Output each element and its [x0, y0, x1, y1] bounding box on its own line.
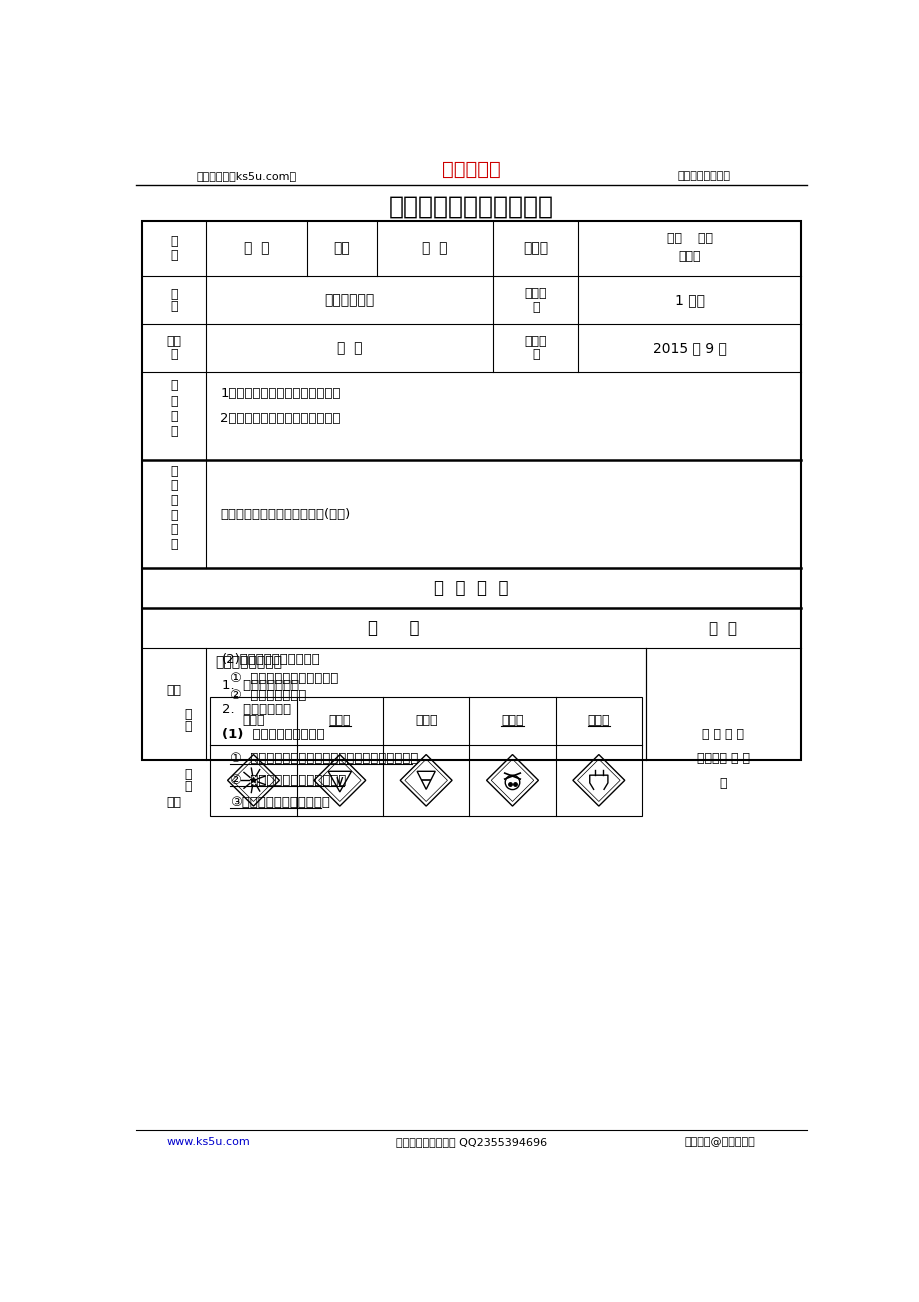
Text: 自主: 自主: [166, 684, 182, 697]
Text: 一、化学实验安全: 一、化学实验安全: [216, 655, 282, 669]
Text: 2．知道实验室一般事故的预防。: 2．知道实验室一般事故的预防。: [221, 411, 341, 424]
Text: 意: 意: [185, 708, 192, 721]
Text: 导  学  流  程: 导 学 流 程: [434, 579, 508, 598]
Bar: [210, 697, 641, 816]
Text: 排: 排: [531, 301, 539, 314]
Text: 高考资源网: 高考资源网: [442, 160, 500, 178]
Text: 标: 标: [170, 426, 178, 439]
Text: 导  案: 导 案: [709, 621, 736, 635]
Text: ③常用危险化学品的标志。: ③常用危险化学品的标志。: [230, 796, 329, 809]
Text: 王  冬: 王 冬: [336, 341, 362, 355]
Text: 2.  了解安全措施: 2. 了解安全措施: [221, 703, 290, 716]
Text: 1．了解有关化学实验安全常识。: 1．了解有关化学实验安全常识。: [221, 387, 341, 400]
Text: 课: 课: [170, 288, 178, 301]
Text: 王冬    郑杰: 王冬 郑杰: [666, 232, 712, 245]
Text: 东方红林业局高中导学案: 东方红林业局高中导学案: [389, 194, 553, 219]
Text: 化  学: 化 学: [244, 242, 269, 255]
Text: 使用时: 使用时: [524, 335, 547, 348]
Text: 学: 学: [170, 479, 178, 492]
Text: 学: 学: [170, 236, 178, 249]
Text: 学: 学: [170, 379, 178, 392]
Text: 学习: 学习: [166, 796, 182, 809]
Text: 课时安: 课时安: [524, 286, 547, 299]
Text: 科: 科: [170, 249, 178, 262]
Text: 高  一: 高 一: [422, 242, 448, 255]
Text: 腐蚀品: 腐蚀品: [587, 715, 609, 727]
Text: 剧毒品: 剧毒品: [501, 715, 523, 727]
Text: 知道实验室一般事故的预防。(重点): 知道实验室一般事故的预防。(重点): [221, 508, 350, 521]
Text: 审核: 审核: [166, 335, 182, 348]
Text: www.ks5u.com: www.ks5u.com: [166, 1137, 250, 1147]
Text: 完成、互 助 评: 完成、互 助 评: [696, 751, 749, 764]
Text: 蒋广宇: 蒋广宇: [677, 250, 700, 263]
Text: 版权所有@高考资源网: 版权所有@高考资源网: [684, 1137, 754, 1147]
Text: (1)  危险化学药品的存放: (1) 危险化学药品的存放: [221, 728, 324, 741]
Text: ①  易燃、易爆试剂应密封保存并远离电源和火源。: ① 易燃、易爆试剂应密封保存并远离电源和火源。: [230, 751, 417, 764]
Text: 化学实验安全: 化学实验安全: [324, 293, 375, 307]
Text: ①  可燃物小面积着火的处理: ① 可燃物小面积着火的处理: [230, 672, 337, 685]
Text: 年级: 年级: [334, 242, 350, 255]
Text: 标: 标: [185, 768, 192, 781]
Text: 高考资源网（ks5u.com）: 高考资源网（ks5u.com）: [197, 172, 297, 181]
Text: 诚招驻站老师，联系 QQ2355394696: 诚招驻站老师，联系 QQ2355394696: [395, 1137, 547, 1147]
Text: (2)意外事故的紧急处理：: (2)意外事故的紧急处理：: [221, 654, 321, 667]
Bar: [142, 221, 800, 760]
Text: 各课人: 各课人: [523, 242, 548, 255]
Text: 义: 义: [185, 720, 192, 733]
Text: 1 课时: 1 课时: [674, 293, 704, 307]
Text: 易燃品: 易燃品: [328, 715, 351, 727]
Text: 您身边的高考专家: 您身边的高考专家: [676, 172, 730, 181]
Text: 2015 年 9 月: 2015 年 9 月: [652, 341, 726, 355]
Text: 点: 点: [170, 509, 178, 522]
Text: 目: 目: [170, 410, 178, 423]
Text: 点: 点: [170, 538, 178, 551]
Text: 重: 重: [170, 493, 178, 506]
Text: 人: 人: [170, 349, 178, 362]
Text: ②  剧毒药品应单独专柜保存。: ② 剧毒药品应单独专柜保存。: [230, 775, 346, 788]
Text: 爆炸品: 爆炸品: [242, 715, 265, 727]
Text: 教: 教: [170, 465, 178, 478]
Text: ②  电器着火的处理: ② 电器着火的处理: [230, 689, 306, 702]
Text: 学 生 自 主: 学 生 自 主: [701, 728, 743, 741]
Text: 志: 志: [185, 780, 192, 793]
Text: 1.  遵守实验室规则: 1. 遵守实验室规则: [221, 678, 299, 691]
Text: 难: 难: [170, 523, 178, 536]
Text: 价: 价: [719, 776, 726, 789]
Text: 氧化剂: 氧化剂: [414, 715, 437, 727]
Text: 间: 间: [531, 349, 539, 362]
Text: 题: 题: [170, 299, 178, 312]
Text: 学      案: 学 案: [368, 620, 419, 637]
Text: 习: 习: [170, 395, 178, 408]
